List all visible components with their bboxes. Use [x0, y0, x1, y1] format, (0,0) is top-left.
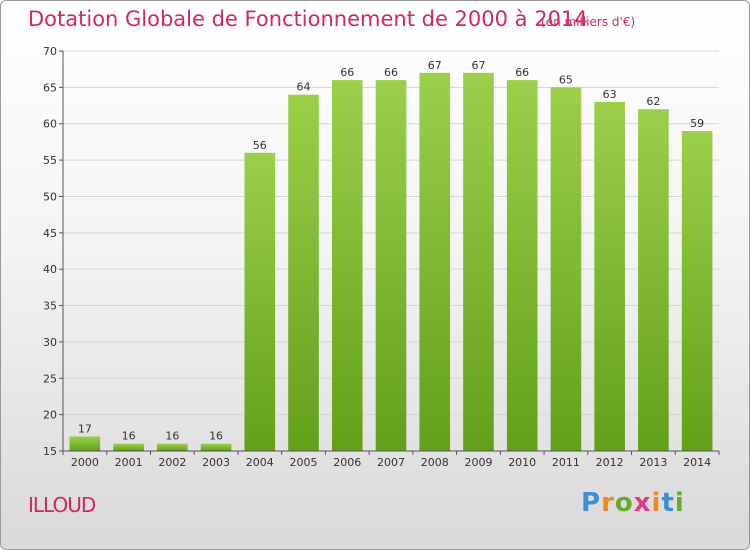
x-tick-label-2001: 2001: [115, 456, 143, 469]
y-tick-label: 30: [43, 336, 57, 349]
value-label-2014: 59: [690, 117, 704, 130]
logo-letter: i: [651, 488, 662, 518]
chart-title: Dotation Globale de Fonctionnement de 20…: [28, 7, 588, 31]
bar-2007: [375, 80, 407, 451]
bar-2009: [463, 72, 494, 452]
y-tick-label: 50: [43, 190, 57, 203]
bar-2013: [638, 109, 669, 451]
value-label-2008: 67: [428, 59, 442, 72]
value-label-2003: 16: [209, 430, 223, 443]
x-tick-label-2004: 2004: [246, 456, 274, 469]
bars: [69, 72, 713, 452]
bar-2011: [550, 87, 582, 451]
y-tick-label: 20: [43, 409, 57, 422]
logo-letter: o: [614, 488, 634, 518]
y-tick-label: 25: [43, 372, 57, 385]
x-tick-label-2007: 2007: [377, 456, 405, 469]
bar-2006: [331, 80, 363, 451]
x-tick-label-2012: 2012: [596, 456, 624, 469]
y-tick-label: 45: [43, 227, 57, 240]
x-tick-label-2010: 2010: [508, 456, 536, 469]
bar-2002: [157, 443, 188, 451]
y-axis-ticks: 15 20 25 30 35 40 45 50 55 60 65 70: [43, 45, 63, 458]
logo-letter: i: [674, 488, 685, 518]
value-label-2013: 62: [646, 95, 660, 108]
commune-name: ILLOUD: [28, 493, 96, 517]
value-labels: 17 16 16 16 56 64 66 66 67 67 66 65 63 62 59: [78, 59, 704, 443]
x-tick-label-2011: 2011: [552, 456, 580, 469]
bar-2014: [681, 131, 713, 451]
x-axis-ticks: 2000 2001 2002 2003 2004 2005 2006 2007 2008 2009…: [62, 451, 720, 469]
value-label-2001: 16: [122, 430, 136, 443]
bar-2010: [506, 80, 538, 451]
x-tick-label-2003: 2003: [202, 456, 230, 469]
value-label-2009: 67: [471, 59, 485, 72]
y-tick-label: 35: [43, 300, 57, 313]
y-tick-label: 15: [43, 445, 57, 458]
bar-2005: [288, 94, 319, 452]
y-tick-label: 60: [43, 118, 57, 131]
value-label-2012: 63: [603, 88, 617, 101]
value-label-2000: 17: [78, 422, 92, 435]
x-tick-label-2006: 2006: [333, 456, 361, 469]
proxiti-logo: Proxiti: [581, 488, 685, 518]
bar-2000: [69, 436, 101, 451]
x-tick-label-2009: 2009: [464, 456, 492, 469]
bar-2012: [594, 101, 625, 451]
chart-subtitle: (en milliers d'€): [541, 15, 636, 29]
value-label-2010: 66: [515, 66, 529, 79]
value-label-2002: 16: [165, 430, 179, 443]
value-label-2011: 65: [559, 73, 573, 86]
logo-letter: P: [581, 488, 602, 518]
x-tick-label-2002: 2002: [158, 456, 186, 469]
logo-letter: x: [633, 488, 652, 518]
bar-2008: [419, 72, 451, 452]
bar-2003: [200, 443, 232, 451]
y-tick-label: 70: [43, 45, 57, 58]
y-tick-label: 40: [43, 263, 57, 276]
value-label-2005: 64: [297, 81, 311, 94]
value-label-2006: 66: [340, 66, 354, 79]
logo-letter: r: [601, 488, 615, 518]
axes: [62, 51, 719, 452]
x-tick-label-2000: 2000: [71, 456, 99, 469]
bar-2001: [113, 443, 144, 451]
x-tick-label-2008: 2008: [421, 456, 449, 469]
y-tick-label: 55: [43, 154, 57, 167]
x-tick-label-2005: 2005: [290, 456, 318, 469]
bar-2004: [244, 152, 276, 451]
value-label-2004: 56: [253, 139, 267, 152]
x-tick-label-2013: 2013: [639, 456, 667, 469]
value-label-2007: 66: [384, 66, 398, 79]
x-tick-label-2014: 2014: [683, 456, 711, 469]
y-tick-label: 65: [43, 81, 57, 94]
logo-letter: t: [661, 488, 675, 518]
